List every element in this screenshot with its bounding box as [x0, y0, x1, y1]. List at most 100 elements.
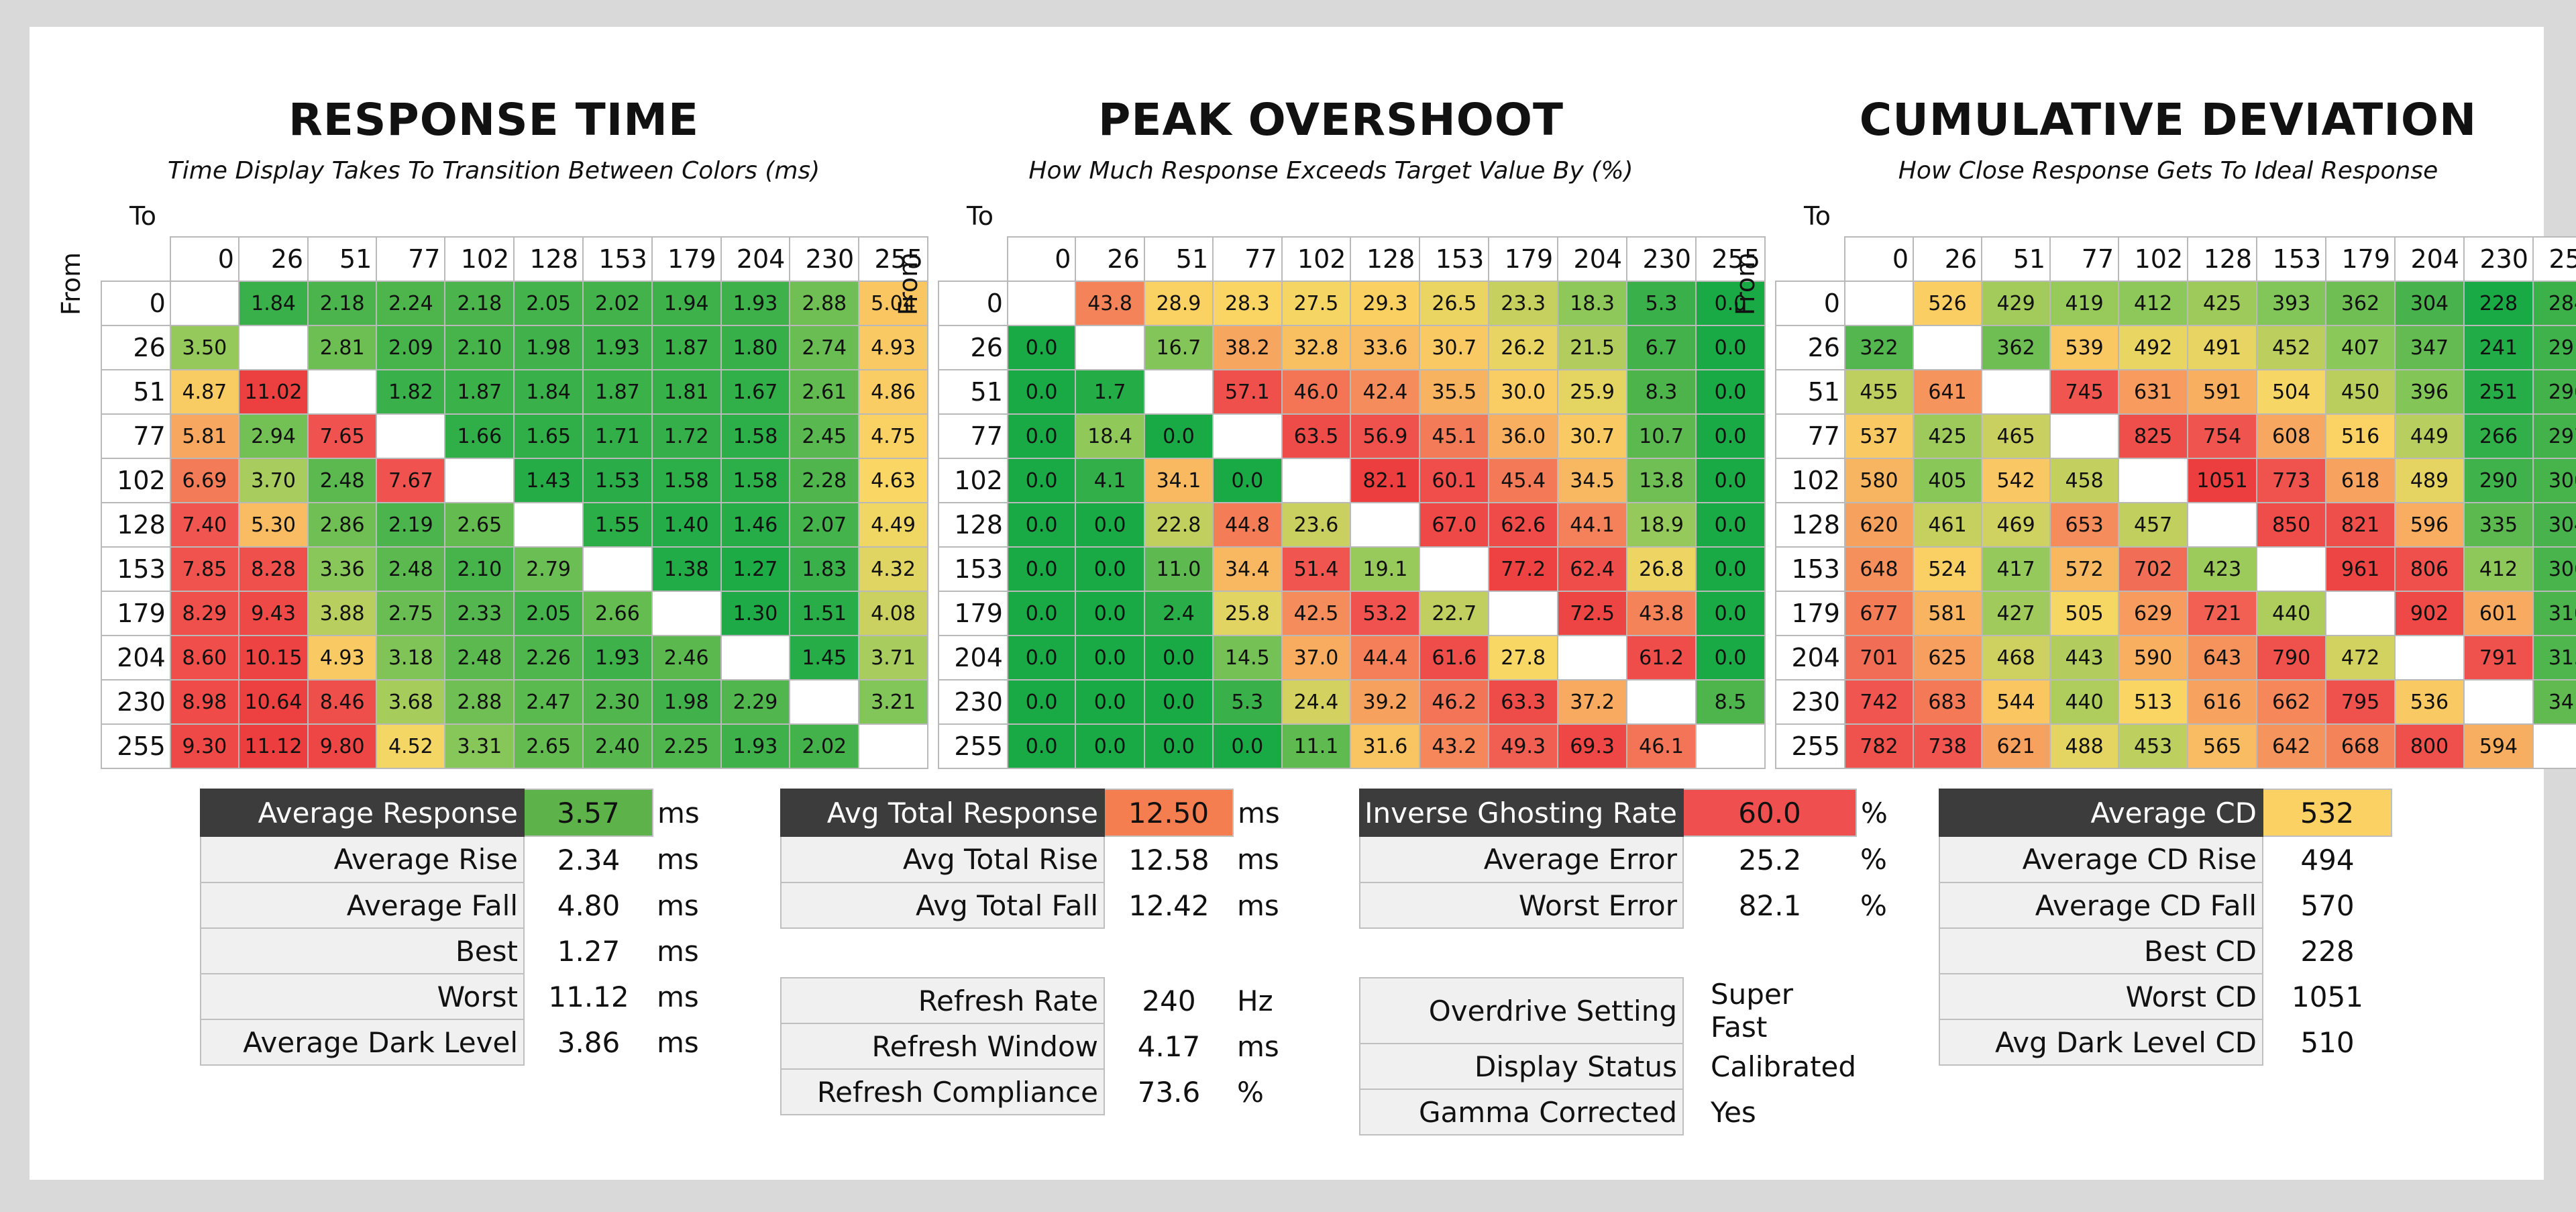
heatmap-cell: 2.24 [376, 281, 446, 326]
heatmap-cell: 4.49 [858, 502, 928, 548]
heatmap-cell: 618 [2325, 458, 2396, 503]
heatmap-cell: 4.32 [858, 546, 928, 592]
row-tick-label: 102 [938, 458, 1008, 503]
heatmap-cell: 61.6 [1419, 635, 1490, 680]
col-tick-label: 153 [582, 236, 653, 282]
heatmap-cell: 28.3 [1212, 281, 1283, 326]
heatmap-cell: 23.3 [1488, 281, 1559, 326]
row-tick-label: 51 [1775, 369, 1845, 415]
heatmap-cell: 9.80 [307, 723, 378, 769]
heatmap-cell [1212, 413, 1283, 459]
heatmap-cell: 44.1 [1557, 502, 1628, 548]
heatmap-cell: 1.7 [1075, 369, 1145, 415]
heatmap-cell: 2.02 [582, 281, 653, 326]
col-tick-label: 26 [1913, 236, 1983, 282]
heatmap-cell: 3.31 [444, 723, 515, 769]
heatmap-cell: 2.61 [789, 369, 860, 415]
col-tick-label: 128 [513, 236, 584, 282]
heatmap-cell: 537 [1843, 413, 1915, 459]
heatmap-cell [2118, 458, 2189, 503]
corner-cell [101, 237, 170, 281]
heatmap-cell: 662 [2256, 679, 2327, 725]
stat-value: 570 [2300, 889, 2355, 922]
heatmap-cell [2256, 546, 2327, 592]
heatmap-cell: 2.45 [789, 413, 860, 459]
heatmap-cell: 745 [2049, 369, 2120, 415]
heatmap-cell: 49.3 [1488, 723, 1559, 769]
heatmap-cell: 7.67 [376, 458, 446, 503]
heatmap-cell: 721 [2187, 591, 2258, 636]
stat-label: Refresh Rate [780, 977, 1105, 1024]
grid-row: 0 43.8 28.9 28.3 27.5 29.3 26.5 23.3 18.3 5.3 0.0 [938, 281, 1766, 326]
stat-label: Gamma Corrected [1359, 1089, 1684, 1135]
heatmap-cell: 642 [2256, 723, 2327, 769]
heatmap-cell: 23.6 [1281, 502, 1352, 548]
heatmap-cell: 591 [2187, 369, 2258, 415]
heatmap-cell: 62.4 [1557, 546, 1628, 592]
spacer-row [1360, 928, 1908, 978]
heatmap-cell: 2.30 [582, 679, 653, 725]
heatmap-cell: 9.43 [237, 591, 309, 636]
heatmap-cell: 42.4 [1350, 369, 1421, 415]
stat-label: Inverse Ghosting Rate [1359, 789, 1684, 837]
heatmap-cell: 296 [2532, 369, 2576, 415]
stat-row: Average CD Fall 570 [1939, 882, 2444, 929]
heatmap-cell: 26.5 [1419, 281, 1490, 326]
col-tick-label: 179 [651, 236, 722, 282]
heatmap-cell: 0.0 [1006, 458, 1077, 503]
heatmap-cell: 1.72 [651, 413, 722, 459]
heatmap-cell: 34.5 [1557, 458, 1628, 503]
stat-row: Overdrive Setting Super Fast [1359, 977, 1908, 1044]
heatmap-cell: 1.67 [720, 369, 791, 415]
chart-subtitle: How Close Response Gets To Ideal Respons… [1898, 157, 2438, 185]
heatmap-cell: 429 [1981, 281, 2051, 326]
heatmap-cell: 5.04 [858, 281, 928, 326]
heatmap-cell: 10.7 [1626, 413, 1697, 459]
heatmap-cell: 44.8 [1212, 502, 1283, 548]
row-tick-label: 0 [938, 281, 1008, 326]
heatmap-cell: 7.65 [307, 413, 378, 459]
stat-row: Average Dark Level 3.86 ms [200, 1019, 705, 1066]
heatmap-cell: 491 [2187, 325, 2258, 370]
heatmap-cell: 11.12 [237, 723, 309, 769]
heatmap-cell: 3.21 [858, 679, 928, 725]
stat-label: Average CD Rise [1939, 836, 2263, 883]
stat-value: 240 [1142, 984, 1196, 1017]
heatmap-cell: 1.27 [720, 546, 791, 592]
heatmap-cell: 63.5 [1281, 413, 1352, 459]
grid-row: 230 0.0 0.0 0.0 5.3 24.4 39.2 46.2 63.3 37.2 8.5 [938, 679, 1766, 725]
stat-value: 532 [2262, 789, 2392, 837]
heatmap-cell: 31.6 [1350, 723, 1421, 769]
heatmap-cell: 0.0 [1212, 458, 1283, 503]
stat-unit [2392, 974, 2444, 1019]
y-axis-label: From [56, 252, 86, 315]
col-tick-label: 0 [1843, 236, 1915, 282]
stat-label: Best CD [1939, 927, 2263, 974]
row-tick-label: 77 [938, 413, 1008, 459]
heatmap-cell: 488 [2049, 723, 2120, 769]
heatmap-cell: 13.8 [1626, 458, 1697, 503]
stat-value: 4.80 [557, 889, 621, 922]
chart-subtitle: Time Display Takes To Transition Between… [167, 157, 820, 185]
heatmap-cell: 782 [1843, 723, 1915, 769]
grid-row: 128 0.0 0.0 22.8 44.8 23.6 67.0 62.6 44.1 18.9 0.0 [938, 502, 1766, 548]
heatmap-cell: 590 [2118, 635, 2189, 680]
ghosting-stats-table: Inverse Ghosting Rate 60.0 % Average Err… [1359, 789, 1908, 1135]
heatmap-cell [1281, 458, 1352, 503]
heatmap-cell [2532, 723, 2576, 769]
x-axis-label: To [1804, 201, 1831, 231]
stat-unit [2392, 1019, 2444, 1065]
heatmap-cell: 458 [2049, 458, 2120, 503]
heatmap-cell: 0.0 [1143, 723, 1214, 769]
row-tick-label: 153 [1775, 546, 1845, 592]
stat-value: 3.57 [523, 789, 653, 837]
heatmap-cell: 0.0 [1006, 546, 1077, 592]
heatmap-cell: 539 [2049, 325, 2120, 370]
heatmap-cell: 572 [2049, 546, 2120, 592]
heatmap-cell: 8.3 [1626, 369, 1697, 415]
heatmap-cell: 45.4 [1488, 458, 1559, 503]
heatmap-cell: 1.83 [789, 546, 860, 592]
heatmap-cell: 4.93 [307, 635, 378, 680]
